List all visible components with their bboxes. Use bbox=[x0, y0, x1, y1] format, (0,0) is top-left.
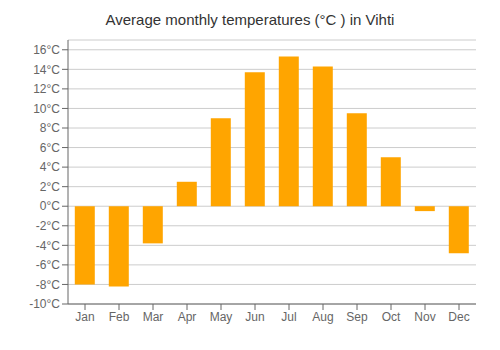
svg-text:4°C: 4°C bbox=[40, 160, 60, 174]
svg-text:Sep: Sep bbox=[346, 310, 368, 324]
svg-text:10°C: 10°C bbox=[33, 102, 60, 116]
svg-text:2°C: 2°C bbox=[40, 180, 60, 194]
svg-text:Jul: Jul bbox=[281, 310, 296, 324]
svg-text:Dec: Dec bbox=[448, 310, 469, 324]
svg-text:16°C: 16°C bbox=[33, 43, 60, 57]
svg-text:0°C: 0°C bbox=[40, 199, 60, 213]
svg-text:8°C: 8°C bbox=[40, 121, 60, 135]
svg-text:-10°C: -10°C bbox=[29, 297, 60, 311]
svg-text:-8°C: -8°C bbox=[36, 278, 60, 292]
svg-text:Feb: Feb bbox=[109, 310, 130, 324]
svg-text:Mar: Mar bbox=[143, 310, 164, 324]
svg-text:-6°C: -6°C bbox=[36, 258, 60, 272]
svg-text:Jan: Jan bbox=[75, 310, 94, 324]
svg-text:May: May bbox=[210, 310, 233, 324]
svg-text:14°C: 14°C bbox=[33, 63, 60, 77]
svg-text:Nov: Nov bbox=[414, 310, 435, 324]
svg-text:-4°C: -4°C bbox=[36, 239, 60, 253]
html-text:Average monthly temperatures (: Average monthly temperatures (°C ) in Vi… bbox=[105, 11, 395, 28]
svg-text:12°C: 12°C bbox=[33, 82, 60, 96]
svg-text:Oct: Oct bbox=[382, 310, 401, 324]
svg-text:-2°C: -2°C bbox=[36, 219, 60, 233]
svg-text:Jun: Jun bbox=[245, 310, 264, 324]
svg-text:Apr: Apr bbox=[178, 310, 197, 324]
svg-text:Aug: Aug bbox=[312, 310, 333, 324]
svg-text:6°C: 6°C bbox=[40, 141, 60, 155]
